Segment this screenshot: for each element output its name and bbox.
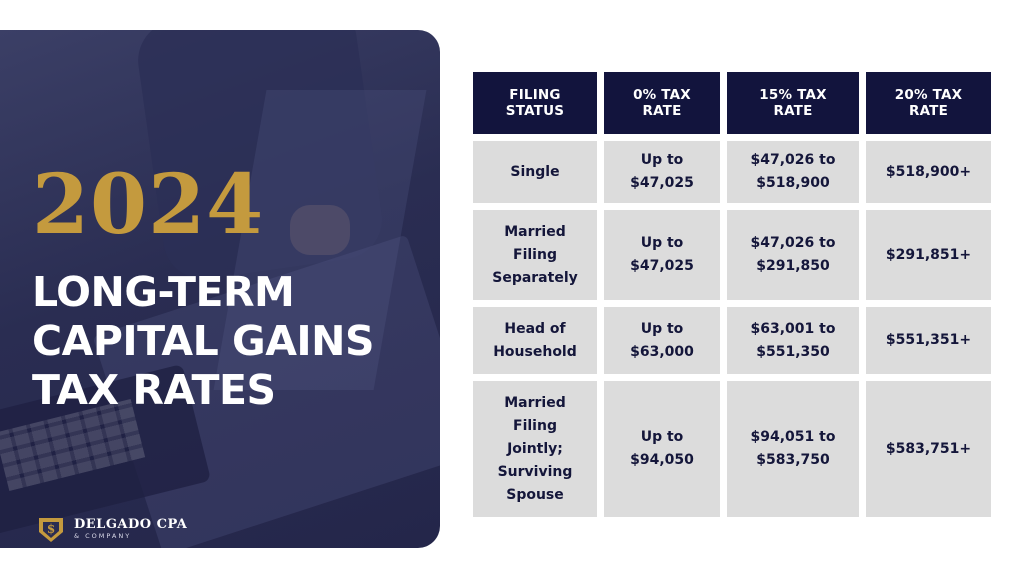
cell-filing-status: Married Filing Separately bbox=[473, 210, 597, 300]
cell-zero-rate: Up to $47,025 bbox=[604, 141, 720, 203]
title-line: TAX RATES bbox=[32, 366, 276, 414]
table-row: Married Filing Jointly; Surviving Spouse Up … bbox=[473, 381, 991, 517]
cell-twenty-rate: $518,900+ bbox=[866, 141, 991, 203]
cell-twenty-rate: $551,351+ bbox=[866, 307, 991, 374]
cell-fifteen-rate: $47,026 to $291,850 bbox=[727, 210, 859, 300]
year-heading: 2024 bbox=[32, 157, 265, 253]
title-line: LONG-TERM bbox=[32, 268, 295, 316]
title-line: CAPITAL GAINS bbox=[32, 317, 375, 365]
cell-zero-rate: Up to $94,050 bbox=[604, 381, 720, 517]
cell-filing-status: Head of Household bbox=[473, 307, 597, 374]
cell-zero-rate: Up to $63,000 bbox=[604, 307, 720, 374]
cell-zero-rate: Up to $47,025 bbox=[604, 210, 720, 300]
header-filing-status: FILING STATUS bbox=[473, 72, 597, 134]
logo-text: DELGADO CPA & COMPANY bbox=[74, 516, 188, 541]
page-title: LONG-TERM CAPITAL GAINS TAX RATES bbox=[32, 268, 432, 415]
table-row: Single Up to $47,025 $47,026 to $518,900 $… bbox=[473, 141, 991, 203]
header-fifteen-rate: 15% TAX RATE bbox=[727, 72, 859, 134]
company-logo: $ DELGADO CPA & COMPANY bbox=[36, 514, 187, 544]
table-row: Head of Household Up to $63,000 $63,001 to… bbox=[473, 307, 991, 374]
background-photo-hand bbox=[290, 205, 350, 255]
cell-twenty-rate: $583,751+ bbox=[866, 381, 991, 517]
header-twenty-rate: 20% TAX RATE bbox=[866, 72, 991, 134]
dollar-house-icon: $ bbox=[39, 518, 63, 542]
tax-rate-table: FILING STATUS 0% TAX RATE 15% TAX RATE 20% … bbox=[466, 65, 998, 524]
logo-mark-symbol: $ bbox=[47, 522, 55, 536]
cell-fifteen-rate: $94,051 to $583,750 bbox=[727, 381, 859, 517]
logo-subtitle: & COMPANY bbox=[74, 531, 132, 540]
cell-twenty-rate: $291,851+ bbox=[866, 210, 991, 300]
cell-filing-status: Married Filing Jointly; Surviving Spouse bbox=[473, 381, 597, 517]
table-header-row: FILING STATUS 0% TAX RATE 15% TAX RATE 20% … bbox=[473, 72, 991, 134]
cell-fifteen-rate: $63,001 to $551,350 bbox=[727, 307, 859, 374]
cell-fifteen-rate: $47,026 to $518,900 bbox=[727, 141, 859, 203]
logo-name: DELGADO CPA bbox=[74, 516, 188, 532]
table-row: Married Filing Separately Up to $47,025 $47… bbox=[473, 210, 991, 300]
hero-panel: 2024 LONG-TERM CAPITAL GAINS TAX RATES $… bbox=[0, 30, 440, 548]
cell-filing-status: Single bbox=[473, 141, 597, 203]
header-zero-rate: 0% TAX RATE bbox=[604, 72, 720, 134]
